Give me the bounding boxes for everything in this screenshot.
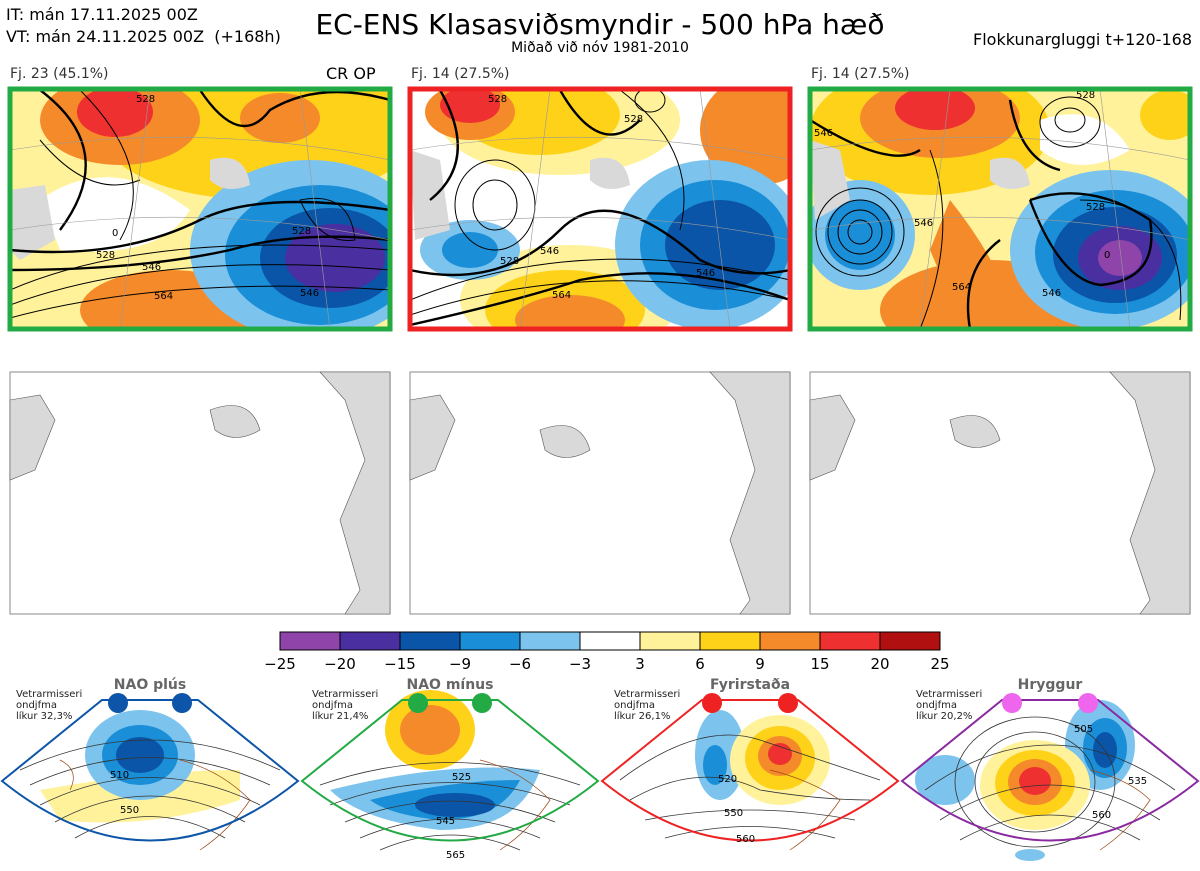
- colorbar-tick-label: −9: [448, 655, 472, 673]
- cluster-3-frame: [807, 86, 1193, 332]
- colorbar-swatch: [699, 631, 761, 651]
- cluster-2-contour-label: 528: [488, 94, 507, 105]
- regime-ridge-info: Vetrarmisseri ondjfma líkur 20,2%: [916, 689, 983, 722]
- cluster-3-contour-label: 546: [914, 218, 933, 229]
- regime-nao-minus-contour: 565: [446, 850, 465, 861]
- cluster-1-contour-label: 528: [96, 250, 115, 261]
- cluster-1-label: Fj. 23 (45.1%): [10, 66, 109, 82]
- cluster-1-contour-label: 0: [112, 228, 118, 239]
- colorbar-tick-label: 20: [870, 655, 890, 673]
- cluster-3-contour-label: 528: [1076, 90, 1095, 101]
- colorbar-swatch: [759, 631, 821, 651]
- colorbar-tick-label: −6: [508, 655, 532, 673]
- regime-nao-minus-contour: 545: [436, 816, 455, 827]
- regime-nao-plus-title: NAO plús: [113, 677, 187, 693]
- regime-ridge-title: Hryggur: [1017, 677, 1083, 693]
- regime-nao-minus-info: Vetrarmisseri ondjfma líkur 21,4%: [312, 689, 379, 722]
- regime-nao-plus-contour: 510: [110, 770, 129, 781]
- colorbar-swatch: [879, 631, 941, 651]
- cluster-2-label: Fj. 14 (27.5%): [411, 66, 510, 82]
- regime-nao-minus-contour: 525: [452, 772, 471, 783]
- regime-nao-minus-dot: [408, 693, 428, 713]
- colorbar-swatch: [339, 631, 401, 651]
- cluster-2-contour-label: 528: [624, 114, 643, 125]
- page-subtitle: Miðað við nóv 1981-2010: [511, 40, 689, 56]
- regime-ridge-map: [902, 700, 1198, 861]
- colorbar-swatch: [279, 631, 341, 651]
- cluster-1-map: [10, 89, 390, 329]
- colorbar-swatch: [639, 631, 701, 651]
- cluster-2-map: [410, 89, 790, 329]
- colorbar-tick-label: −25: [264, 655, 296, 673]
- regime-nao-plus-dot: [108, 693, 128, 713]
- colorbar: [279, 631, 941, 651]
- regime-blocking-title: Fyrirstaða: [709, 677, 791, 693]
- regime-blocking-contour: 520: [718, 774, 737, 785]
- regime-blocking-dot: [702, 693, 722, 713]
- colorbar-tick-label: 15: [810, 655, 830, 673]
- empty-map-3: [809, 371, 1191, 615]
- cluster-1-contour-label: 564: [154, 291, 173, 302]
- regime-ridge-dot: [1002, 693, 1022, 713]
- empty-map-1: [9, 371, 391, 615]
- regime-blocking-dot: [778, 693, 798, 713]
- cluster-1-contour-label: 546: [142, 262, 161, 273]
- regime-nao-minus-dot: [472, 693, 492, 713]
- cluster-2-frame: [407, 86, 793, 332]
- regime-ridge-contour: 560: [1092, 810, 1111, 821]
- regime-nao-minus-map: [302, 690, 598, 851]
- colorbar-tick-label: −3: [568, 655, 592, 673]
- cluster-3-map: [810, 89, 1190, 329]
- page-title: EC-ENS Klasasviðsmyndir - 500 hPa hæð: [315, 8, 885, 41]
- regime-blocking-map: [602, 700, 898, 851]
- cluster-2-contour-label: 528: [500, 256, 519, 267]
- regime-nao-plus-frame: [0, 699, 300, 842]
- regime-ridge-frame: [900, 699, 1200, 842]
- regime-nao-minus-title: NAO mínus: [406, 677, 494, 693]
- header-left: IT: mán 17.11.2025 00Z VT: mán 24.11.202…: [6, 4, 281, 48]
- colorbar-swatch: [399, 631, 461, 651]
- regime-blocking-contour: 560: [736, 834, 755, 845]
- regime-nao-plus-contour: 550: [120, 805, 139, 816]
- cluster-3-contour-label: 546: [814, 128, 833, 139]
- regime-ridge-contour: 505: [1074, 724, 1093, 735]
- cluster-3-contour-label: 528: [1086, 202, 1105, 213]
- regime-ridge-contour: 535: [1128, 776, 1147, 787]
- regime-nao-minus-frame: [300, 699, 600, 842]
- cluster-3-contour-label: 0: [1104, 250, 1110, 261]
- regime-nao-plus-info: Vetrarmisseri ondjfma líkur 32,3%: [16, 689, 83, 722]
- colorbar-tick-label: 9: [755, 655, 765, 673]
- valid-time: VT: mán 24.11.2025 00Z (+168h): [6, 27, 281, 46]
- cluster-3-contour-label: 546: [1042, 288, 1061, 299]
- regime-ridge-dot: [1078, 693, 1098, 713]
- colorbar-swatch: [579, 631, 641, 651]
- cluster-2-contour-label: 546: [696, 268, 715, 279]
- cluster-1-contour-label: 546: [300, 288, 319, 299]
- colorbar-tick-label: 25: [930, 655, 950, 673]
- colorbar-tick-label: −20: [324, 655, 356, 673]
- colorbar-tick-label: 3: [635, 655, 645, 673]
- regime-blocking-info: Vetrarmisseri ondjfma líkur 26,1%: [614, 689, 681, 722]
- cluster-3-label: Fj. 14 (27.5%): [811, 66, 910, 82]
- cluster-1-contour-label: 528: [136, 94, 155, 105]
- regime-nao-plus-dot: [172, 693, 192, 713]
- regime-blocking-contour: 550: [724, 808, 743, 819]
- init-time: IT: mán 17.11.2025 00Z: [6, 5, 198, 24]
- cluster-1-frame: [7, 86, 393, 332]
- regime-blocking-frame: [600, 699, 900, 842]
- classification-window: Flokkunargluggi t+120-168: [973, 30, 1192, 49]
- cluster-3-contour-label: 564: [952, 282, 971, 293]
- colorbar-swatch: [819, 631, 881, 651]
- colorbar-swatch: [519, 631, 581, 651]
- cluster-1-tag: CR OP: [326, 64, 376, 83]
- regime-nao-plus-map: [2, 700, 298, 851]
- colorbar-tick-label: −15: [384, 655, 416, 673]
- empty-map-2: [409, 371, 791, 615]
- colorbar-tick-label: 6: [695, 655, 705, 673]
- cluster-1-contour-label: 528: [292, 226, 311, 237]
- cluster-2-contour-label: 564: [552, 290, 571, 301]
- cluster-2-contour-label: 546: [540, 246, 559, 257]
- colorbar-swatch: [459, 631, 521, 651]
